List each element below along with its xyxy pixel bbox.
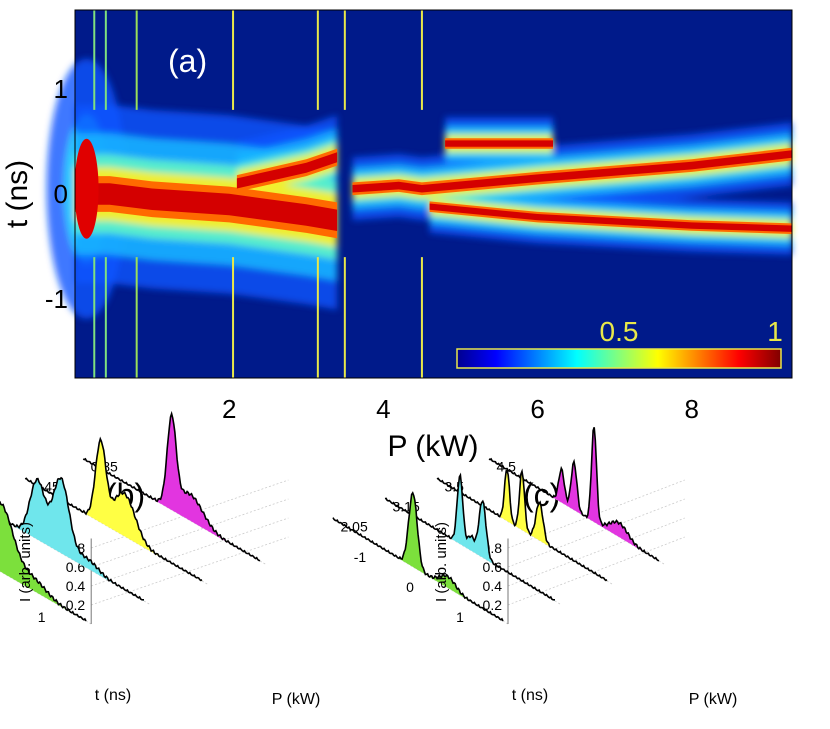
waterfall-trace-line-0.05 [0,500,87,622]
heatmap-ridge-4-level-5 [429,203,792,232]
heatmap-x-label: P (kW) [387,430,478,463]
waterfall-wall-line [91,517,289,587]
colorbar-tick-label: 0.5 [600,316,639,347]
waterfall-trace-fill-0.45 [25,438,203,581]
waterfall-trace-fill-2.05 [333,492,503,621]
heatmap-frame [74,9,793,379]
waterfall-trace-line-2.05 [332,491,504,622]
heatmap-ridge-3-level-5 [445,140,553,147]
heatmap-y-ticks: 1 0 -1 [45,74,68,314]
heatmap-x-tick-label: 8 [685,394,699,424]
waterfall-intensity-label: I (arb. units) [433,522,450,602]
heatmap-x-tick-label: 2 [222,394,236,424]
waterfall-time-tick: 1 [38,609,46,625]
waterfall-trace-fill-3.5 [437,470,607,581]
heatmap-ridge-2-level-5 [352,150,792,193]
panel-a-label: (a) [168,43,207,79]
colorbar-gradient [456,348,782,369]
waterfall-power-label: P (kW) [689,691,738,708]
waterfall-trace-fill-4.5 [489,427,659,561]
waterfall-wall-line [507,517,685,587]
waterfall-power-tick: 4.5 [497,459,517,475]
heatmap-y-tick-label: 1 [54,74,68,104]
heatmap-y-label: t (ns) [1,160,34,228]
waterfall-wall-line [507,536,685,606]
waterfall-intensity-tick: 0.2 [66,597,86,613]
waterfall-time-label: t (ns) [512,687,548,704]
heatmap-x-ticks: 2 4 6 8 [222,394,699,424]
waterfall-intensity-tick: 0.4 [483,578,503,594]
waterfall-power-tick: 2.05 [341,519,368,535]
waterfall-time-tick: 1 [456,609,464,625]
waterfall-trace-line-0.85 [82,410,261,562]
waterfall-time-tick: 0 [406,579,414,595]
heatmap-core-layer [74,138,792,239]
heatmap-ridge-0-level-5 [75,183,338,231]
waterfall-time-tick: -1 [354,549,367,565]
waterfall-trace-line-3.5 [436,468,608,582]
waterfall-trace-line-0.3 [0,476,144,601]
waterfall-power-label: P (kW) [272,691,321,708]
waterfall-intensity-tick: 0.6 [483,559,503,575]
heatmap-y-tick-label: 0 [54,179,68,209]
waterfall-intensity-label: I (arb. units) [17,522,34,602]
waterfall-intensity-tick: 0.2 [483,597,503,613]
heatmap-ridge-1-level-5 [236,152,338,189]
waterfall-wall-line [507,479,685,549]
waterfall-wall-line [91,498,289,568]
waterfall-wall-line [507,498,685,568]
heatmap-x-tick-label: 4 [376,394,390,424]
colorbar-tick-label: 1 [767,316,783,347]
colorbar: 0.5 1 [456,316,783,369]
waterfall-trace-line-4.5 [488,427,660,562]
waterfall-trace-fill-0.3 [0,477,144,601]
marker-lines [93,10,423,378]
waterfall-intensity-tick: 0.4 [66,578,86,594]
waterfall-wall-line [91,536,289,606]
heatmap-y-tick-label: -1 [45,284,68,314]
heatmap-x-tick-label: 6 [530,394,544,424]
waterfall-trace-fill-0.05 [0,502,86,621]
waterfall-time-label: t (ns) [95,687,131,704]
waterfall-trace-fill-0.85 [83,413,260,561]
heatmap-origin-core [74,138,99,239]
